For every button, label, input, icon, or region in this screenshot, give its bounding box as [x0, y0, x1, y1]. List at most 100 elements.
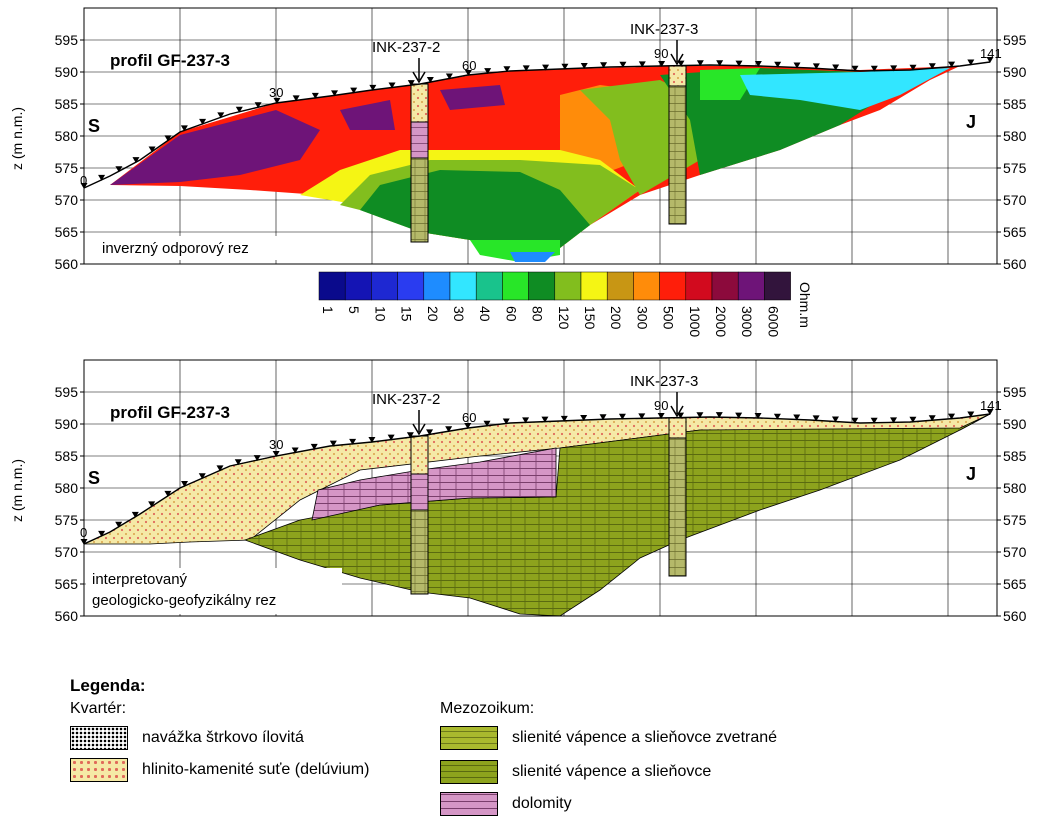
y-tick-left: 585 [55, 96, 79, 112]
color-scale-label: 300 [634, 306, 650, 330]
y-tick-left: 590 [55, 64, 79, 80]
electrode-marker [870, 65, 878, 72]
y-tick-right: 585 [1003, 448, 1027, 464]
electrode-marker [426, 77, 434, 84]
electrode-marker [503, 66, 511, 73]
station-30-label: 30 [269, 85, 283, 100]
electrode-marker [199, 118, 207, 125]
electrode-marker [658, 60, 666, 67]
color-scale-label: 2000 [713, 306, 729, 337]
electrode-marker [967, 59, 975, 66]
electrode-marker [774, 61, 782, 68]
electrode-marker [329, 440, 337, 447]
electrode-marker [716, 60, 724, 67]
legend-kvarter-label: Kvartér: [70, 700, 127, 717]
y-tick-right: 560 [1003, 256, 1027, 272]
geological-section-panel: 0 30 60 90 141 INK-237-2 INK-237-3 profi… [80, 359, 1002, 617]
electrode-marker [909, 416, 917, 423]
legend-item-weathered-marl: slienité vápence a slieňovce zvetrané [440, 726, 777, 750]
legend-item-deluvium: hlinito-kamenité suťe (delúvium) [70, 758, 369, 782]
y-tick-right: 590 [1003, 416, 1027, 432]
electrode-marker [331, 90, 339, 97]
color-scale-label: 200 [608, 306, 624, 330]
y-tick-left: 560 [55, 608, 79, 624]
electrode-marker [715, 412, 723, 419]
electrode-marker [831, 416, 839, 423]
color-scale-swatch [633, 271, 660, 301]
borehole-ink-237-2-label-bottom: INK-237-2 [372, 391, 440, 408]
electrode-marker [181, 481, 189, 488]
legend-label-dolomite: dolomity [512, 795, 572, 812]
electrode-marker [754, 60, 762, 67]
electrode-marker [986, 409, 994, 415]
station-90-label-bottom: 90 [654, 398, 668, 413]
electrode-marker [350, 87, 358, 94]
y-tick-right: 575 [1003, 160, 1027, 176]
electrode-marker [388, 82, 396, 89]
station-60-label: 60 [462, 58, 476, 73]
station-0-label: 0 [80, 173, 87, 188]
color-scale-label: 3000 [739, 306, 755, 337]
electrode-marker [657, 412, 665, 419]
electrode-marker [80, 183, 88, 189]
color-scale-swatch [475, 271, 503, 301]
y-tick-left: 585 [55, 448, 79, 464]
electrode-marker [851, 417, 859, 424]
y-tick-left: 565 [55, 576, 79, 592]
electrode-marker [948, 61, 956, 68]
electrode-marker [542, 64, 550, 71]
electrode-marker [618, 413, 626, 420]
electrode-marker [464, 69, 472, 76]
borehole-ink-237-3-bottom [668, 417, 687, 577]
color-scale-swatch [711, 271, 739, 301]
electrode-marker [217, 112, 225, 119]
electrode-marker [580, 63, 588, 70]
electrode-marker [793, 414, 801, 421]
electrode-marker [164, 135, 172, 142]
electrode-marker [464, 423, 472, 430]
direction-south-bottom: S [88, 468, 100, 488]
electrode-marker [599, 414, 607, 421]
electrode-marker [948, 413, 956, 420]
resistivity-color-scale: 1 5 10 15 20 30 40 60 80 120 150 200 300 500 1000 2000 3… [318, 271, 791, 337]
legend-heading: Legenda: [70, 676, 146, 695]
section-caption: inverzný odporový rez [102, 240, 249, 257]
y-tick-right: 565 [1003, 224, 1027, 240]
weathered-marl-swatch [440, 726, 498, 750]
electrode-marker [909, 64, 917, 71]
y-tick-left: 590 [55, 416, 79, 432]
electrode-marker [254, 102, 262, 109]
color-scale-label: 15 [399, 306, 415, 322]
color-scale-label: 60 [503, 306, 519, 322]
station-141-label: 141 [980, 46, 1002, 61]
color-scale-swatch [397, 271, 425, 301]
color-scale-label: 1000 [687, 306, 703, 337]
electrode-marker [928, 415, 936, 422]
y-axis-label-bottom: z (m n.m.) [9, 459, 25, 522]
color-scale-swatch [580, 271, 608, 301]
marl-swatch [440, 760, 498, 784]
color-scale-swatch [554, 271, 582, 301]
legend-label-weathered-marl: slienité vápence a slieňovce zvetrané [512, 729, 778, 746]
color-scale-label: 5 [346, 306, 362, 314]
legend-label-deluvium: hlinito-kamenité suťe (delúvium) [142, 761, 370, 778]
electrode-marker [164, 490, 172, 497]
electrode-marker [696, 412, 704, 419]
y-tick-right: 580 [1003, 128, 1027, 144]
electrode-marker [235, 106, 243, 113]
electrode-marker [735, 60, 743, 67]
electrode-marker [387, 434, 395, 441]
electrode-marker [696, 60, 704, 67]
gravel-swatch [70, 726, 128, 750]
color-scale-swatch [371, 271, 398, 301]
electrode-marker [349, 438, 357, 445]
electrode-marker [273, 97, 281, 104]
electrode-marker [98, 174, 106, 181]
color-scale-swatch [423, 271, 451, 301]
electrode-marker [793, 62, 801, 69]
electrode-marker [812, 63, 820, 70]
y-tick-right: 565 [1003, 576, 1027, 592]
color-scale-label: 20 [425, 306, 441, 322]
electrode-marker [502, 418, 510, 425]
y-axis-label-top: z (m n.m.) [9, 107, 25, 170]
